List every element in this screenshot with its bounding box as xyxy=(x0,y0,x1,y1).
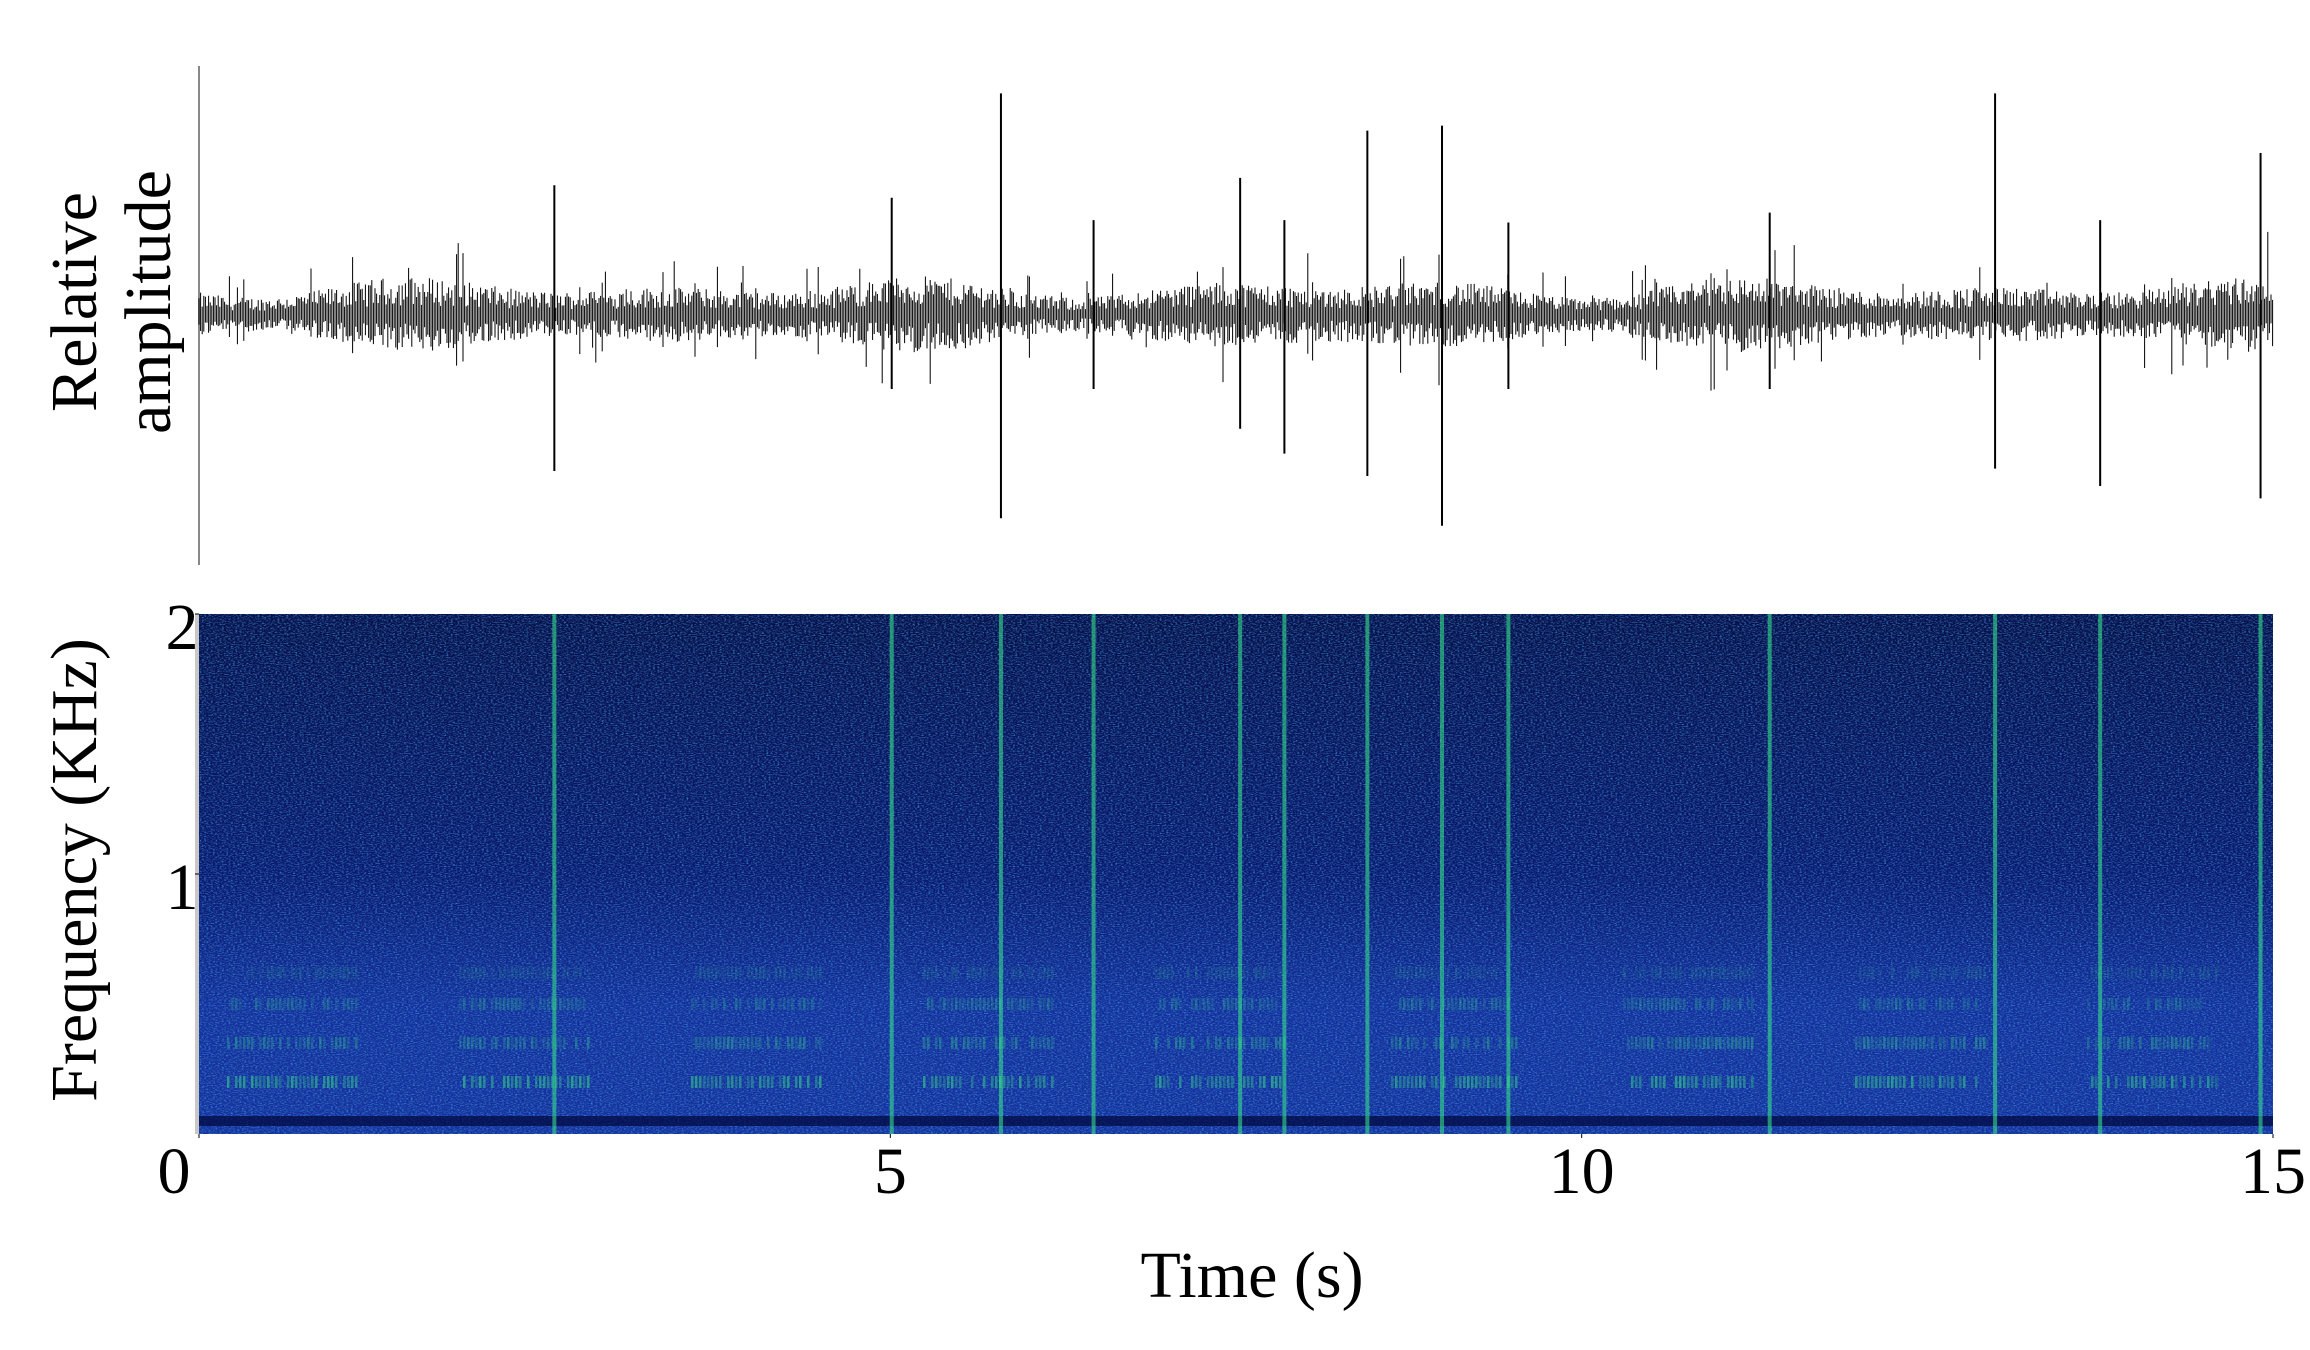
call-stripe xyxy=(1767,614,1772,1134)
x-tick-label: 15 xyxy=(2240,1135,2306,1208)
call-stripe xyxy=(1238,614,1243,1134)
spectrogram-panel: 1 2 0 5 10 15 xyxy=(158,591,2307,1208)
call-stripe xyxy=(1993,614,1998,1134)
y-tick-label: 2 xyxy=(166,591,199,664)
spectrogram-speckle xyxy=(199,614,2273,1134)
y-axis-label: amplitude xyxy=(112,170,185,434)
call-stripe xyxy=(1365,614,1370,1134)
call-stripe xyxy=(2098,614,2103,1134)
x-tick-label: 5 xyxy=(874,1135,907,1208)
low-band xyxy=(199,1116,2273,1126)
x-axis-label: Time (s) xyxy=(1140,1239,1363,1312)
y-tick-label: 1 xyxy=(166,851,199,924)
call-stripe xyxy=(1091,614,1096,1134)
call-stripe xyxy=(889,614,894,1134)
call-stripe xyxy=(552,614,557,1134)
x-tick-label: 10 xyxy=(1549,1135,1615,1208)
call-stripe xyxy=(1282,614,1287,1134)
call-stripe xyxy=(998,614,1003,1134)
x-tick-label: 0 xyxy=(158,1135,191,1208)
call-stripe xyxy=(1440,614,1445,1134)
waveform-noise xyxy=(198,231,2274,391)
labels: Relative amplitude Frequency (KHz) Time … xyxy=(38,170,1363,1312)
y-axis-label: Frequency (KHz) xyxy=(38,638,111,1102)
call-stripe xyxy=(1506,614,1511,1134)
call-stripe xyxy=(2258,614,2263,1134)
waveform-panel xyxy=(198,66,2274,565)
y-axis-label: Relative xyxy=(38,192,111,412)
